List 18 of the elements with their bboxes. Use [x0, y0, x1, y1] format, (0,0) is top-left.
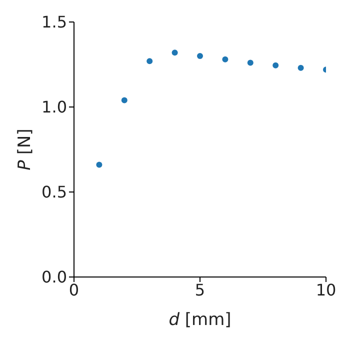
x-tick-label: 5	[194, 280, 206, 300]
point	[272, 62, 279, 68]
y-tick-label: 1.0	[42, 98, 67, 117]
point	[121, 97, 128, 104]
y-tick-label: 0.5	[42, 182, 67, 202]
point	[247, 60, 254, 66]
y-tick-label: 1.5	[42, 12, 67, 32]
point	[172, 50, 178, 56]
y-tick-label: 0.0	[42, 268, 67, 287]
point	[298, 64, 304, 71]
point	[197, 53, 203, 59]
point	[146, 58, 153, 64]
x-tick-label: 10	[316, 280, 336, 300]
x-tick-label: 0	[68, 280, 80, 300]
x-axis-title: d [mm]	[168, 310, 232, 330]
y-axis-title: P [N]	[15, 128, 35, 170]
point	[96, 162, 102, 168]
point	[222, 56, 228, 62]
